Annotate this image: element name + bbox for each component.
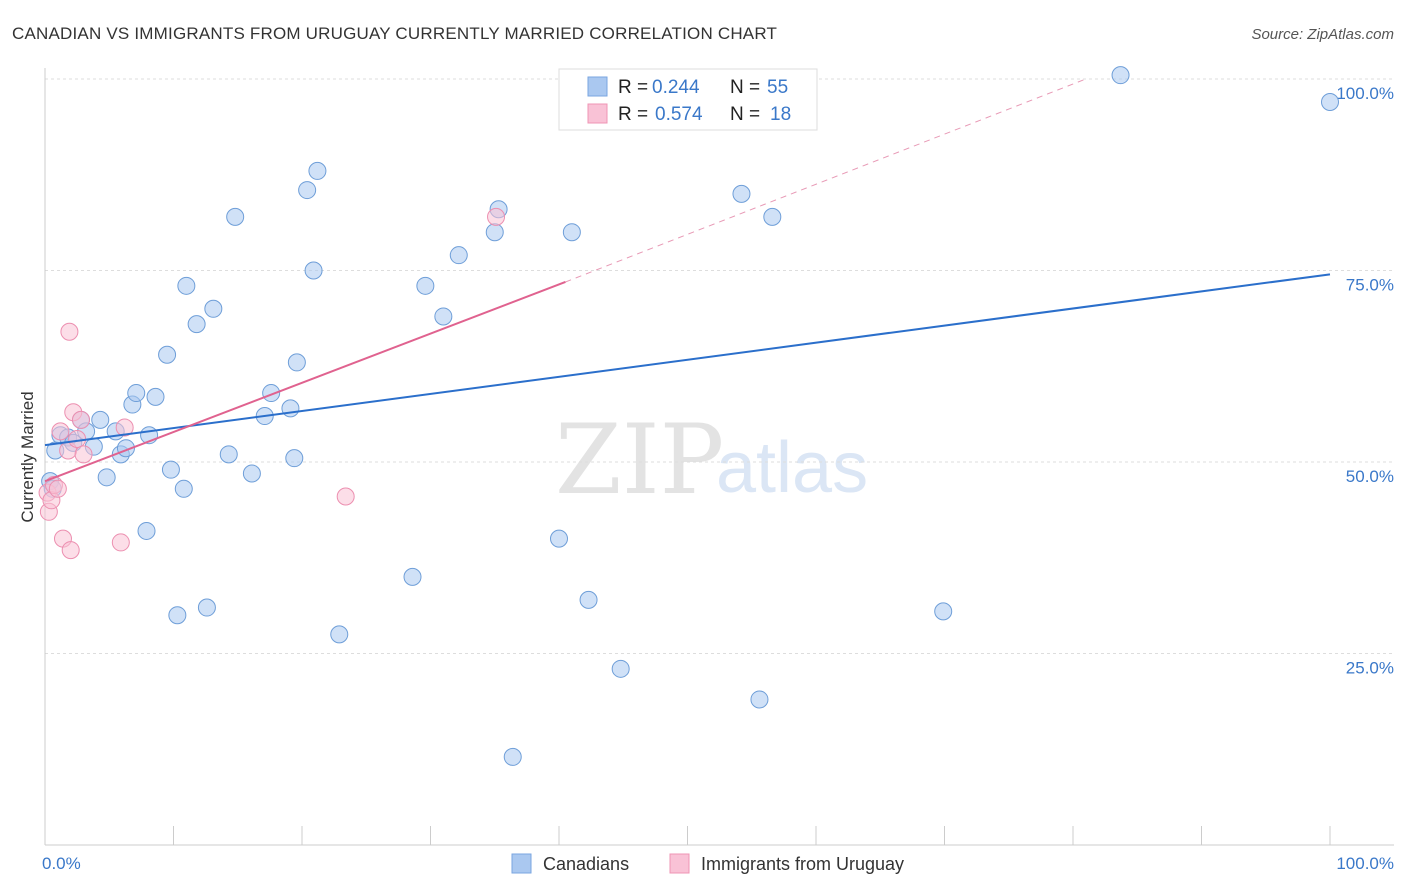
point-uruguay-12 — [71, 410, 90, 429]
legend-bottom-label-canadians: Canadians — [543, 854, 629, 874]
point-canadians-15 — [127, 384, 146, 403]
legend-n-label-2: N = — [730, 104, 760, 125]
legend-bottom-swatch-uruguay — [669, 853, 690, 874]
point-canadians-10 — [97, 468, 116, 487]
axes — [44, 68, 1394, 846]
trend-line-canadians — [44, 273, 1331, 447]
point-uruguay-15 — [115, 418, 134, 437]
y-axis-label: Currently Married — [18, 391, 37, 522]
point-canadians-51 — [750, 690, 769, 709]
point-canadians-23 — [177, 276, 196, 295]
point-uruguay-8 — [60, 322, 79, 341]
trend-lines — [565, 78, 1087, 283]
trend-line-uruguay — [44, 281, 566, 483]
point-uruguay-4 — [48, 479, 67, 498]
legend-swatch-uruguay — [587, 103, 608, 124]
point-canadians-36 — [304, 261, 323, 280]
legend-n-value-2: 18 — [770, 104, 791, 125]
point-uruguay-16 — [336, 487, 355, 506]
point-canadians-34 — [287, 353, 306, 372]
point-canadians-50 — [732, 184, 751, 203]
point-canadians-19 — [158, 345, 177, 364]
legend-n-value-1: 55 — [767, 77, 788, 98]
point-canadians-35 — [298, 181, 317, 200]
point-canadians-55 — [1321, 92, 1339, 111]
legend-r-value-1: 0.244 — [652, 77, 700, 98]
point-canadians-32 — [281, 399, 300, 418]
point-canadians-48 — [579, 590, 598, 609]
legend-swatch-canadians — [587, 76, 608, 97]
point-canadians-47 — [562, 223, 581, 242]
point-canadians-52 — [763, 207, 782, 226]
y-tick-labels: 25.0% 50.0% 75.0% 100.0% — [1336, 84, 1394, 678]
point-canadians-33 — [285, 449, 304, 468]
point-canadians-45 — [503, 747, 522, 766]
legend-r-value-2: 0.574 — [655, 104, 703, 125]
point-canadians-28 — [226, 207, 245, 226]
legend-bottom: Canadians Immigrants from Uruguay — [511, 853, 904, 874]
legend-r-label-1: R = — [618, 77, 648, 98]
point-canadians-42 — [449, 246, 468, 265]
watermark-zip: ZIP — [555, 404, 724, 516]
point-canadians-39 — [403, 567, 422, 586]
point-canadians-16 — [137, 521, 156, 540]
point-canadians-9 — [91, 410, 110, 429]
y-tick-label-75: 75.0% — [1346, 276, 1394, 295]
point-uruguay-13 — [74, 445, 93, 464]
trend-extension-1 — [565, 78, 1087, 283]
point-canadians-40 — [416, 276, 435, 295]
y-tick-label-25: 25.0% — [1346, 659, 1394, 678]
point-uruguay-5 — [51, 422, 70, 441]
point-canadians-53 — [934, 602, 953, 621]
point-canadians-20 — [161, 460, 180, 479]
point-canadians-38 — [330, 625, 349, 644]
legend-bottom-label-uruguay: Immigrants from Uruguay — [701, 854, 904, 874]
point-canadians-22 — [174, 479, 193, 498]
watermark-atlas: atlas — [716, 428, 868, 508]
chart-title: CANADIAN VS IMMIGRANTS FROM URUGUAY CURR… — [12, 24, 777, 43]
point-canadians-46 — [550, 529, 568, 548]
point-uruguay-14 — [111, 533, 130, 552]
point-canadians-49 — [611, 659, 630, 678]
x-tick-label-right: 100.0% — [1336, 854, 1394, 873]
chart-source: Source: ZipAtlas.com — [1251, 26, 1394, 43]
gridlines — [45, 78, 1394, 654]
point-canadians-37 — [308, 161, 327, 180]
point-uruguay-11 — [68, 430, 87, 449]
x-tick-label-left: 0.0% — [42, 854, 81, 873]
legend-r-label-2: R = — [618, 104, 648, 125]
legend-bottom-swatch-canadians — [511, 853, 532, 874]
legend-top: R = 0.244 N = 55 R = 0.574 N = 18 — [558, 68, 818, 131]
y-tick-label-100: 100.0% — [1336, 84, 1394, 103]
point-canadians-26 — [204, 299, 223, 318]
point-canadians-21 — [168, 606, 187, 625]
y-tick-label-50: 50.0% — [1346, 467, 1394, 486]
point-canadians-41 — [434, 307, 453, 326]
point-uruguay-9 — [61, 541, 80, 560]
point-canadians-31 — [262, 384, 281, 403]
point-canadians-54 — [1111, 66, 1130, 85]
point-canadians-27 — [219, 445, 238, 464]
point-canadians-25 — [197, 598, 216, 617]
point-canadians-43 — [485, 223, 504, 242]
point-canadians-24 — [187, 315, 206, 334]
legend-n-label-1: N = — [730, 77, 760, 98]
point-canadians-18 — [146, 387, 165, 406]
x-ticks — [44, 826, 1331, 845]
watermark: ZIP atlas — [555, 404, 868, 516]
point-uruguay-17 — [487, 207, 506, 226]
point-canadians-29 — [242, 464, 261, 483]
data-points — [38, 66, 1339, 766]
